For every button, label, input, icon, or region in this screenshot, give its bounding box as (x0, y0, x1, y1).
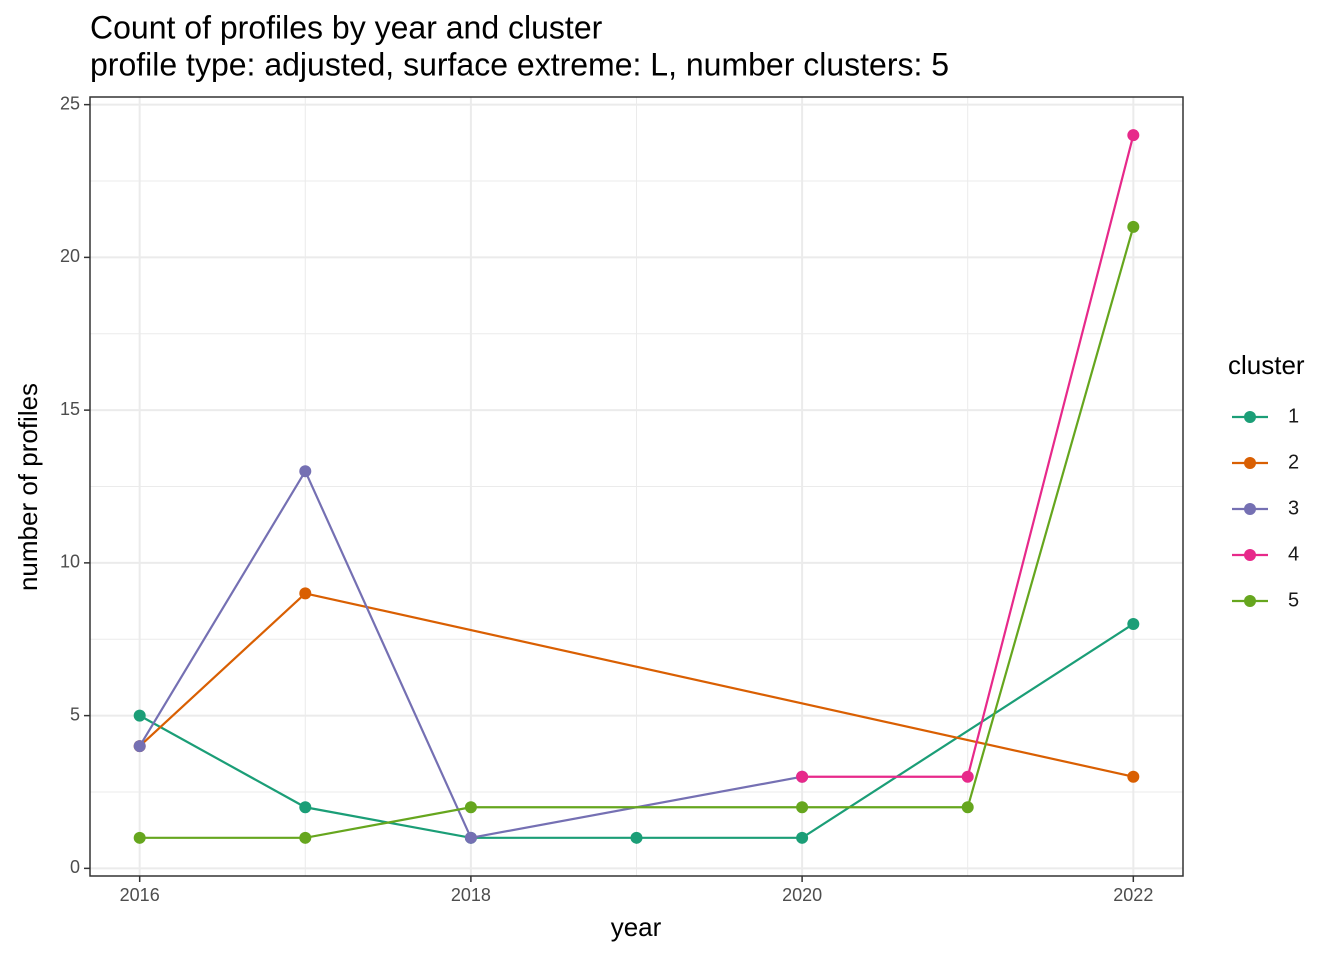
y-axis-label: number of profiles (13, 383, 43, 591)
legend-label: 1 (1288, 405, 1299, 427)
series-line (139, 226, 1135, 839)
point (299, 465, 312, 478)
point (299, 587, 312, 600)
y-tick-label: 20 (60, 246, 80, 266)
legend-point (1244, 595, 1256, 607)
point (299, 801, 312, 814)
point (1127, 129, 1140, 142)
point (961, 801, 974, 814)
x-axis-label: year (611, 912, 662, 942)
legend-title: cluster (1228, 350, 1305, 380)
point (796, 831, 809, 844)
x-tick-label: 2018 (451, 885, 491, 905)
point (796, 770, 809, 783)
chart-subtitle: profile type: adjusted, surface extreme:… (90, 46, 949, 82)
legend-label: 4 (1288, 543, 1299, 565)
x-tick-label: 2020 (782, 885, 822, 905)
point (1127, 617, 1140, 630)
chart-title: Count of profiles by year and cluster (90, 9, 603, 45)
series-line (139, 623, 1134, 839)
plot-border (89, 96, 1184, 877)
legend-point (1244, 411, 1256, 423)
point (1127, 770, 1140, 783)
point (1127, 220, 1140, 233)
point (133, 709, 146, 722)
legend-point (1244, 457, 1256, 469)
legend-label: 5 (1288, 589, 1299, 611)
legend-point (1244, 503, 1256, 515)
y-tick-label: 15 (60, 399, 80, 419)
legend-point (1244, 549, 1256, 561)
point (299, 831, 312, 844)
y-tick-label: 5 (70, 704, 80, 724)
point (464, 801, 477, 814)
y-tick-label: 10 (60, 552, 80, 572)
point (796, 801, 809, 814)
legend-label: 2 (1288, 451, 1299, 473)
point (133, 831, 146, 844)
y-tick-label: 25 (60, 93, 80, 113)
point (961, 770, 974, 783)
x-tick-label: 2022 (1113, 885, 1153, 905)
point (133, 740, 146, 753)
x-tick-label: 2016 (120, 885, 160, 905)
legend-label: 3 (1288, 497, 1299, 519)
y-tick-label: 0 (70, 857, 80, 877)
point (464, 831, 477, 844)
point (630, 831, 643, 844)
